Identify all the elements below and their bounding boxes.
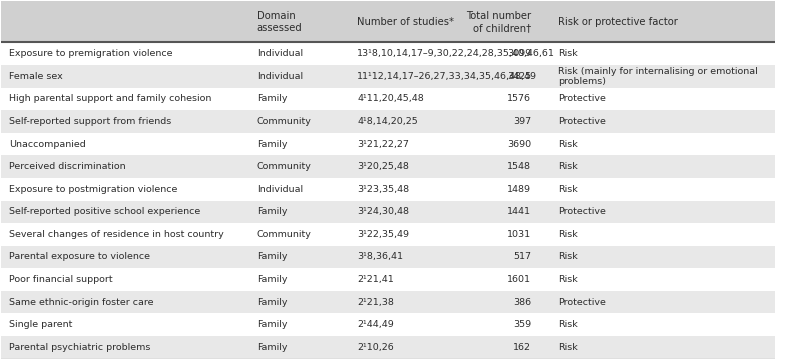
Text: Protective: Protective (558, 117, 606, 126)
Text: High parental support and family cohesion: High parental support and family cohesio… (9, 94, 212, 103)
Text: Self-reported support from friends: Self-reported support from friends (9, 117, 172, 126)
Text: 3¹23,35,48: 3¹23,35,48 (357, 185, 409, 194)
Text: Family: Family (257, 298, 287, 307)
Text: Female sex: Female sex (9, 72, 63, 81)
Text: Family: Family (257, 320, 287, 329)
Text: 11¹12,14,17–26,27,33,34,35,46,48,49: 11¹12,14,17–26,27,33,34,35,46,48,49 (357, 72, 537, 81)
Text: Risk (mainly for internalising or emotional
problems): Risk (mainly for internalising or emotio… (558, 67, 758, 86)
Text: 359: 359 (513, 320, 531, 329)
Text: 13¹8,10,14,17–9,30,22,24,28,35,40,46,61: 13¹8,10,14,17–9,30,22,24,28,35,40,46,61 (357, 49, 555, 58)
FancyBboxPatch shape (2, 246, 775, 268)
Text: 2¹44,49: 2¹44,49 (357, 320, 394, 329)
Text: 2¹21,41: 2¹21,41 (357, 275, 394, 284)
Text: 4¹11,20,45,48: 4¹11,20,45,48 (357, 94, 424, 103)
Text: 2¹10,26: 2¹10,26 (357, 343, 394, 352)
Text: Community: Community (257, 230, 311, 239)
Text: 2¹21,38: 2¹21,38 (357, 298, 394, 307)
Text: Community: Community (257, 117, 311, 126)
Text: Exposure to premigration violence: Exposure to premigration violence (9, 49, 172, 58)
Text: Family: Family (257, 252, 287, 261)
Text: 3690: 3690 (507, 140, 531, 149)
Text: 1441: 1441 (507, 207, 531, 216)
Text: 3¹8,36,41: 3¹8,36,41 (357, 252, 403, 261)
Text: 3425: 3425 (507, 72, 531, 81)
Text: 1031: 1031 (507, 230, 531, 239)
Text: Family: Family (257, 343, 287, 352)
Text: 3099: 3099 (507, 49, 531, 58)
Text: 4¹8,14,20,25: 4¹8,14,20,25 (357, 117, 418, 126)
FancyBboxPatch shape (2, 110, 775, 133)
Text: Risk: Risk (558, 275, 578, 284)
Text: Risk: Risk (558, 162, 578, 171)
Text: Exposure to postmigration violence: Exposure to postmigration violence (9, 185, 177, 194)
Text: Individual: Individual (257, 49, 303, 58)
Text: Family: Family (257, 207, 287, 216)
Text: Number of studies*: Number of studies* (357, 17, 454, 27)
Text: 517: 517 (513, 252, 531, 261)
FancyBboxPatch shape (2, 291, 775, 314)
Text: Self-reported positive school experience: Self-reported positive school experience (9, 207, 200, 216)
Text: Risk: Risk (558, 252, 578, 261)
Text: Individual: Individual (257, 72, 303, 81)
FancyBboxPatch shape (2, 1, 775, 42)
Text: Community: Community (257, 162, 311, 171)
Text: Parental exposure to violence: Parental exposure to violence (9, 252, 150, 261)
Text: 397: 397 (513, 117, 531, 126)
Text: Total number
of children†: Total number of children† (466, 11, 531, 33)
Text: Single parent: Single parent (9, 320, 72, 329)
Text: Poor financial support: Poor financial support (9, 275, 113, 284)
Text: 3¹24,30,48: 3¹24,30,48 (357, 207, 409, 216)
Text: 3¹22,35,49: 3¹22,35,49 (357, 230, 409, 239)
Text: 3¹20,25,48: 3¹20,25,48 (357, 162, 409, 171)
Text: Protective: Protective (558, 298, 606, 307)
Text: Risk: Risk (558, 343, 578, 352)
Text: Risk: Risk (558, 185, 578, 194)
Text: Parental psychiatric problems: Parental psychiatric problems (9, 343, 151, 352)
FancyBboxPatch shape (2, 156, 775, 178)
Text: Family: Family (257, 275, 287, 284)
Text: Several changes of residence in host country: Several changes of residence in host cou… (9, 230, 224, 239)
Text: 1576: 1576 (507, 94, 531, 103)
Text: 1548: 1548 (507, 162, 531, 171)
Text: 1489: 1489 (507, 185, 531, 194)
Text: Unaccompanied: Unaccompanied (9, 140, 86, 149)
Text: Family: Family (257, 94, 287, 103)
Text: Family: Family (257, 140, 287, 149)
Text: 1601: 1601 (507, 275, 531, 284)
Text: 162: 162 (513, 343, 531, 352)
Text: Risk: Risk (558, 49, 578, 58)
Text: Risk: Risk (558, 230, 578, 239)
Text: Risk or protective factor: Risk or protective factor (558, 17, 678, 27)
Text: Risk: Risk (558, 140, 578, 149)
Text: Perceived discrimination: Perceived discrimination (9, 162, 126, 171)
Text: Protective: Protective (558, 94, 606, 103)
Text: Individual: Individual (257, 185, 303, 194)
Text: Protective: Protective (558, 207, 606, 216)
Text: Domain
assessed: Domain assessed (257, 11, 302, 33)
Text: Risk: Risk (558, 320, 578, 329)
Text: 386: 386 (513, 298, 531, 307)
Text: Same ethnic-origin foster care: Same ethnic-origin foster care (9, 298, 154, 307)
FancyBboxPatch shape (2, 336, 775, 359)
FancyBboxPatch shape (2, 65, 775, 87)
Text: 3¹21,22,27: 3¹21,22,27 (357, 140, 409, 149)
FancyBboxPatch shape (2, 201, 775, 223)
